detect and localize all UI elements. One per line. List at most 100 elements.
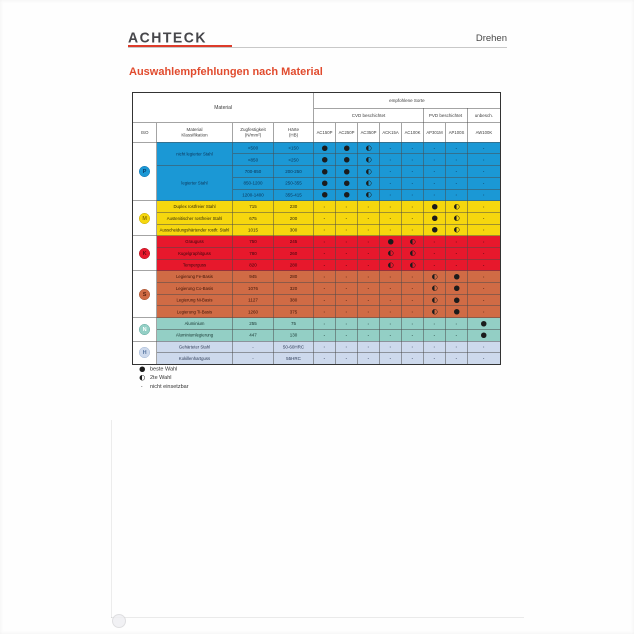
- rating-cell: ·: [379, 177, 402, 190]
- not-usable-dot: ·: [482, 296, 485, 304]
- rating-cell: [467, 329, 501, 342]
- not-usable-dot: ·: [433, 319, 436, 328]
- tensile-cell: -: [232, 352, 274, 365]
- hardness-cell: 230: [273, 200, 314, 213]
- rating-cell: [423, 212, 446, 225]
- rating-cell: ·: [467, 282, 501, 295]
- tensile-cell: 1200-1400: [232, 188, 274, 201]
- not-usable-dot: ·: [345, 319, 348, 328]
- iso-group-cell: H: [132, 340, 157, 365]
- second-choice-icon: [365, 192, 372, 198]
- not-usable-dot: ·: [367, 354, 370, 363]
- not-usable-dot: ·: [367, 331, 370, 339]
- grade-column-header: AP100S: [445, 122, 468, 143]
- not-usable-dot: ·: [455, 331, 458, 339]
- second-choice-icon: [139, 374, 145, 381]
- rating-cell: ·: [467, 165, 501, 178]
- not-usable-dot: ·: [389, 272, 392, 281]
- rating-cell: ·: [401, 340, 424, 354]
- rating-cell: ·: [357, 329, 380, 342]
- rating-cell: ·: [379, 294, 402, 307]
- material-name-cell: Legierung Co-Basis: [156, 282, 233, 295]
- scan-artifact-line: [111, 617, 524, 618]
- header-rule: [128, 47, 507, 48]
- material-name-cell: Temperguss: [156, 258, 233, 272]
- material-name-cell: Duplex rostfreier Stahl: [156, 200, 233, 213]
- rating-cell: ·: [335, 352, 358, 365]
- rating-cell: ·: [401, 165, 424, 178]
- not-usable-dot: ·: [345, 354, 348, 363]
- rating-cell: [423, 200, 446, 213]
- not-usable-dot: ·: [411, 202, 414, 211]
- table-row: H Gehärteter Stahl -50-60HRC · · · · · · · ·: [132, 340, 501, 365]
- hardness-column-header: Härte (HB): [273, 122, 314, 143]
- rating-cell: ·: [401, 141, 424, 155]
- rating-cell: ·: [379, 317, 402, 330]
- table-wrapper: Material empfohlene Sorte CVD beschichte…: [132, 92, 502, 365]
- rating-cell: ·: [357, 340, 380, 354]
- not-usable-dot: ·: [323, 261, 326, 269]
- best-choice-icon: [453, 297, 460, 303]
- rating-cell: ·: [467, 352, 501, 365]
- hardness-cell: 55HRC: [273, 352, 314, 365]
- material-name-cell: legierter Stahl: [156, 165, 233, 201]
- tensile-cell: 820: [232, 258, 274, 272]
- rating-cell: ·: [357, 352, 380, 365]
- not-usable-dot: ·: [433, 167, 436, 176]
- rating-cell: [445, 200, 468, 213]
- material-name-cell: Gehärteter Stahl: [156, 340, 233, 354]
- second-choice-icon: [387, 262, 394, 268]
- not-usable-dot: ·: [482, 191, 485, 199]
- not-usable-dot: ·: [482, 272, 485, 281]
- cvd-coated-header: CVD beschichtet: [313, 108, 424, 123]
- rating-cell: ·: [445, 153, 468, 166]
- not-usable-dot: ·: [455, 191, 458, 199]
- not-usable-dot: ·: [389, 308, 392, 316]
- not-usable-dot: ·: [323, 331, 326, 339]
- tensile-cell: 1015: [232, 223, 274, 237]
- grade-column-header: AC250P: [335, 122, 358, 143]
- iso-group-cell: K: [132, 235, 157, 272]
- not-usable-dot: ·: [323, 237, 326, 246]
- not-usable-dot: ·: [455, 167, 458, 176]
- hardness-cell: 75: [273, 317, 314, 330]
- rating-cell: ·: [379, 188, 402, 201]
- not-usable-dot: ·: [389, 343, 392, 351]
- legend-label: nicht einsetzbar: [150, 383, 189, 390]
- table-row: N Aluminium 255 75 · · · · · · ·: [132, 317, 501, 342]
- table-row: legierter Stahl 700-850 200-250 · · · · ·: [133, 165, 501, 201]
- iso-group-cell: P: [132, 142, 157, 201]
- rating-cell: ·: [313, 200, 336, 213]
- rating-cell: [423, 305, 446, 318]
- not-usable-dot: ·: [140, 382, 144, 390]
- not-usable-dot: ·: [389, 202, 392, 211]
- not-usable-dot: ·: [411, 214, 414, 223]
- rating-cell: ·: [445, 352, 468, 365]
- rating-cell: ·: [335, 247, 358, 260]
- tensile-cell: -: [232, 340, 274, 354]
- legend-item: · nicht einsetzbar: [138, 383, 338, 390]
- table-row: K Grauguss 750 245 · · · · · ·: [132, 235, 501, 272]
- material-name-cell: Austenitischer rostfreier Stahl: [156, 212, 233, 225]
- iso-group-cell: M: [132, 200, 157, 237]
- rating-cell: ·: [467, 294, 501, 307]
- not-usable-dot: ·: [345, 237, 348, 246]
- not-usable-dot: ·: [323, 296, 326, 304]
- iso-group-badge: H: [139, 347, 151, 359]
- not-usable-dot: ·: [455, 343, 458, 351]
- rating-cell: ·: [379, 200, 402, 213]
- not-usable-dot: ·: [455, 156, 458, 164]
- rating-cell: ·: [445, 340, 468, 354]
- rating-cell: [357, 165, 380, 178]
- not-usable-dot: ·: [367, 214, 370, 223]
- rating-cell: ·: [423, 188, 446, 201]
- not-usable-dot: ·: [323, 284, 326, 293]
- second-choice-icon: [431, 274, 438, 280]
- grade-column-header: AC100K: [401, 122, 424, 143]
- rating-cell: [313, 165, 336, 178]
- not-usable-dot: ·: [345, 272, 348, 281]
- iso-group-badge: P: [139, 165, 151, 177]
- not-usable-dot: ·: [367, 261, 370, 269]
- second-choice-icon: [431, 285, 438, 292]
